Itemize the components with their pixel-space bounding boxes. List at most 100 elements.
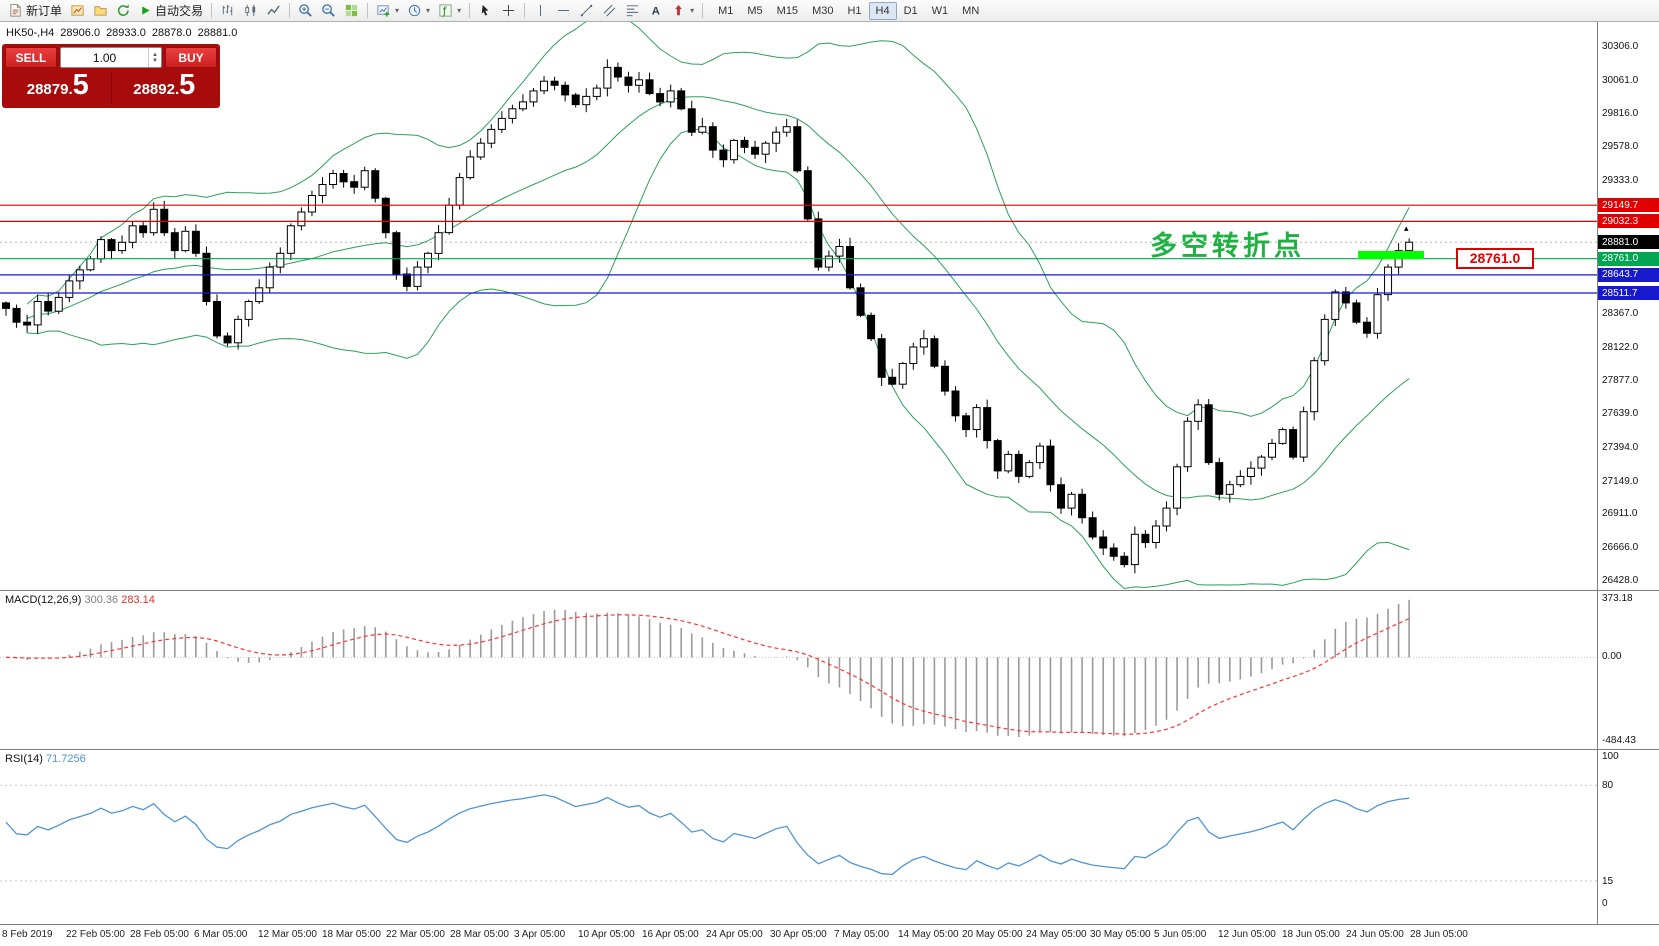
spinner-up-icon: ▲	[152, 51, 158, 58]
periods-clock-icon	[407, 3, 422, 18]
time-label: 18 Mar 05:00	[322, 929, 381, 940]
svg-text:ƒ: ƒ	[442, 5, 447, 17]
sell-button[interactable]: SELL	[5, 47, 57, 68]
trade-panel-divider	[110, 72, 112, 103]
crosshair-icon	[501, 3, 516, 18]
time-label: 28 Mar 05:00	[450, 929, 509, 940]
fibonacci-tool-button[interactable]	[621, 1, 644, 21]
trendline-icon	[579, 3, 594, 18]
refresh-button[interactable]	[112, 1, 135, 21]
buy-button[interactable]: BUY	[165, 47, 217, 68]
buy-price-display: 28892. 5	[112, 70, 218, 105]
time-label: 3 Apr 05:00	[514, 929, 566, 940]
pivot-price-callout[interactable]: 28761.0	[1456, 247, 1534, 269]
timeframe-M1[interactable]: M1	[718, 4, 734, 17]
svg-text:A: A	[652, 6, 660, 18]
price-tick: 28367.0	[1602, 307, 1639, 319]
time-axis[interactable]: 8 Feb 2019 22 Feb 05:00 28 Feb 05:00 6 Mar …	[0, 925, 1659, 946]
arrows-tool-button[interactable]: ▾	[667, 1, 698, 21]
pivot-highlight-segment[interactable]	[1358, 250, 1424, 259]
refresh-icon	[116, 3, 131, 18]
new-chart-button[interactable]: ▾	[372, 1, 403, 21]
rsi-axis-15: 15	[1602, 875, 1614, 887]
candlestick-plot[interactable]	[0, 22, 1597, 590]
channel-tool-button[interactable]	[598, 1, 621, 21]
horizontal-line-tool-button[interactable]	[552, 1, 575, 21]
ohlc-high: 28933.0	[106, 27, 146, 39]
indicators-button[interactable]: ƒ ▾	[434, 1, 465, 21]
timeframe-M30[interactable]: M30	[812, 4, 834, 17]
time-label: 22 Feb 05:00	[66, 929, 125, 940]
chart-ohlc-header: HK50-,H4 28906.0 28933.0 28878.0 28881.0	[6, 27, 243, 39]
time-label: 18 Jun 05:00	[1282, 929, 1340, 940]
text-tool-icon: A	[648, 3, 663, 18]
main-price-axis[interactable]: 30306.0 30061.0 29816.0 29578.0 29333.0 28367…	[1597, 22, 1659, 590]
toolbar-separator	[289, 3, 291, 18]
price-tick: 30306.0	[1602, 40, 1639, 52]
timeframe-M5[interactable]: M5	[747, 4, 763, 17]
time-label: 10 Apr 05:00	[578, 929, 635, 940]
candlestick-icon	[243, 3, 258, 18]
timeframe-H4[interactable]: H4	[868, 1, 897, 20]
buy-price-big-digit: 5	[179, 69, 196, 101]
profiles-button[interactable]	[89, 1, 112, 21]
time-label: 6 Mar 05:00	[194, 929, 248, 940]
rsi-value: 71.7256	[45, 753, 86, 765]
time-label: 16 Apr 05:00	[642, 929, 699, 940]
auto-trading-button[interactable]: 自动交易	[135, 1, 207, 21]
rsi-axis[interactable]: 100 80 15 0	[1597, 750, 1659, 924]
periods-button[interactable]: ▾	[403, 1, 434, 21]
tile-windows-button[interactable]	[340, 1, 363, 21]
price-tick: 30061.0	[1602, 74, 1639, 86]
timeframe-MN[interactable]: MN	[962, 4, 980, 17]
candlestick-button[interactable]	[239, 1, 262, 21]
price-tick: 28122.0	[1602, 341, 1639, 353]
macd-value-signal: 283.14	[121, 594, 155, 606]
volume-spinner[interactable]: ▲ ▼	[148, 48, 161, 67]
time-label: 14 May 05:00	[898, 929, 959, 940]
price-tick: 26428.0	[1602, 574, 1639, 586]
price-level-badge-support: 28643.7	[1598, 267, 1659, 282]
price-level-badge-resistance: 29032.3	[1598, 214, 1659, 229]
line-chart-button[interactable]	[262, 1, 285, 21]
chart-window-button[interactable]	[66, 1, 89, 21]
ohlc-low: 28878.0	[151, 27, 192, 39]
arrows-tool-icon	[671, 3, 686, 18]
timeframe-H1[interactable]: H1	[847, 4, 862, 17]
rsi-plot[interactable]	[0, 750, 1597, 924]
zoom-out-button[interactable]	[317, 1, 340, 21]
macd-plot[interactable]	[0, 591, 1597, 749]
ohlc-open: 28906.0	[60, 27, 101, 39]
bar-chart-icon	[220, 3, 235, 18]
timeframe-M15[interactable]: M15	[776, 4, 799, 17]
bar-chart-button[interactable]	[216, 1, 239, 21]
time-label: 20 May 05:00	[962, 929, 1023, 940]
price-level-badge-current-price: 28881.0	[1598, 235, 1659, 250]
timeframe-W1[interactable]: W1	[931, 4, 949, 17]
vertical-line-tool-button[interactable]	[529, 1, 552, 21]
timeframe-D1[interactable]: D1	[903, 4, 918, 17]
price-tick: 29816.0	[1602, 108, 1639, 120]
indicators-icon: ƒ	[438, 3, 453, 18]
price-tick: 26911.0	[1602, 508, 1638, 520]
macd-axis[interactable]: 373.18 0.00 -484.43	[1597, 591, 1659, 749]
new-order-icon	[8, 3, 23, 18]
zoom-in-button[interactable]	[294, 1, 317, 21]
cursor-tool-button[interactable]	[474, 1, 497, 21]
trendline-tool-button[interactable]	[575, 1, 598, 21]
time-label: 24 May 05:00	[1026, 929, 1087, 940]
rsi-name: RSI(14)	[5, 753, 43, 765]
profiles-folder-icon	[93, 3, 108, 18]
spinner-down-icon: ▼	[152, 57, 158, 64]
text-tool-button[interactable]: A	[644, 1, 667, 21]
new-order-button[interactable]: 新订单	[4, 1, 66, 21]
time-label: 5 Jun 05:00	[1154, 929, 1207, 940]
toolbar: 新订单 自动交易 ▾ ▾ ƒ ▾ A ▾ M1 M5 M15 M30 H1 H4 D1 W1	[0, 0, 1659, 22]
crosshair-tool-button[interactable]	[497, 1, 520, 21]
horizontal-line-icon	[556, 3, 571, 18]
volume-input[interactable]: 1.00 ▲ ▼	[60, 47, 162, 68]
price-tick: 27877.0	[1602, 375, 1639, 387]
pivot-annotation-text[interactable]: 多空转折点	[1150, 230, 1305, 261]
chevron-down-icon: ▾	[426, 6, 431, 15]
